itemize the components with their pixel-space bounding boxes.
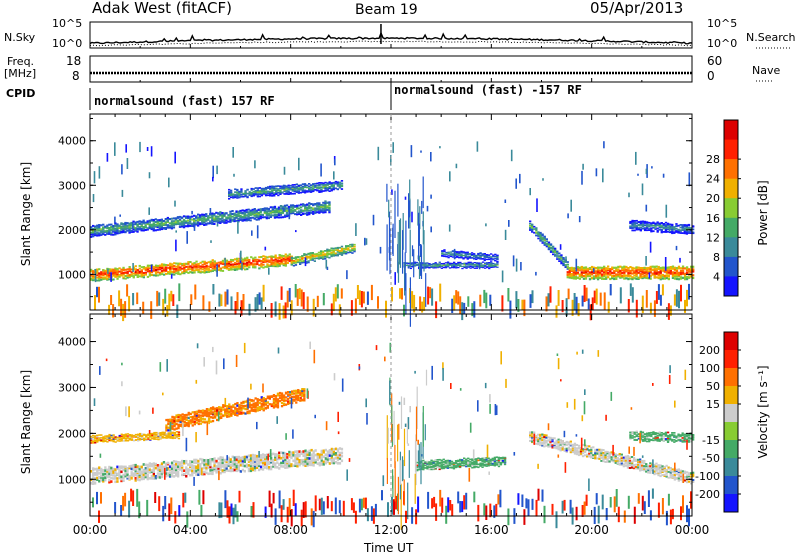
velocity-colorbar-swatch-2 (724, 368, 738, 387)
velocity-colorbar-tick-6: -100 (695, 470, 720, 483)
x-tick-label-3: 12:00 (374, 523, 409, 537)
velocity-heatmap-cells (90, 342, 694, 530)
velocity-colorbar-swatch-6 (724, 440, 738, 459)
velocity-colorbar-swatch-7 (724, 458, 738, 477)
velocity-ytick-label-0: 1000 (58, 473, 86, 486)
x-tick-label-6: 00:00 (675, 523, 710, 537)
power-colorbar-tick-5: 24 (706, 173, 720, 186)
velocity-colorbar-swatch-3 (724, 386, 738, 405)
velocity-colorbar-swatch-9 (724, 494, 738, 513)
x-tick-label-4: 16:00 (474, 523, 509, 537)
power-colorbar-swatch-6 (724, 237, 738, 257)
power-ytick-label-3: 4000 (58, 135, 86, 148)
velocity-colorbar-swatch-5 (724, 422, 738, 441)
velocity-ytick-label-1: 2000 (58, 427, 86, 440)
velocity-colorbar-tick-3: 15 (706, 398, 720, 411)
velocity-colorbar-tick-7: -200 (695, 488, 720, 501)
velocity-colorbar-tick-1: 100 (699, 362, 720, 375)
x-tick-label-1: 04:00 (173, 523, 208, 537)
power-colorbar-swatch-4 (724, 198, 738, 218)
x-tick-label-5: 20:00 (574, 523, 609, 537)
velocity-colorbar-swatch-8 (724, 476, 738, 495)
nsky-series-line (90, 33, 692, 44)
power-colorbar-tick-3: 16 (706, 212, 720, 225)
velocity-ytick-label-2: 3000 (58, 381, 86, 394)
power-colorbar-swatch-8 (724, 276, 738, 296)
power-ytick-label-1: 2000 (58, 224, 86, 237)
power-colorbar-tick-6: 28 (706, 153, 720, 166)
power-colorbar-tick-1: 8 (713, 251, 720, 264)
velocity-colorbar-tick-2: 50 (706, 380, 720, 393)
power-ytick-label-0: 1000 (58, 268, 86, 281)
power-ytick-label-2: 3000 (58, 179, 86, 192)
velocity-colorbar-swatch-0 (724, 332, 738, 351)
x-tick-label-2: 08:00 (273, 523, 308, 537)
power-colorbar-swatch-1 (724, 140, 738, 160)
velocity-colorbar-swatch-4 (724, 404, 738, 423)
velocity-colorbar-tick-0: 200 (699, 344, 720, 357)
power-colorbar-swatch-2 (724, 159, 738, 179)
power-colorbar-tick-0: 4 (713, 270, 720, 283)
power-colorbar-swatch-3 (724, 179, 738, 199)
power-colorbar-tick-4: 20 (706, 192, 720, 205)
power-colorbar-swatch-5 (724, 218, 738, 238)
power-colorbar-tick-2: 12 (706, 231, 720, 244)
power-colorbar-swatch-7 (724, 257, 738, 277)
power-heatmap-cells (90, 141, 694, 327)
x-tick-label-0: 00:00 (73, 523, 108, 537)
power-colorbar-swatch-0 (724, 120, 738, 140)
velocity-ytick-label-3: 4000 (58, 336, 86, 349)
velocity-colorbar-tick-4: -15 (702, 434, 720, 447)
velocity-colorbar-tick-5: -50 (702, 452, 720, 465)
velocity-colorbar-swatch-1 (724, 350, 738, 369)
